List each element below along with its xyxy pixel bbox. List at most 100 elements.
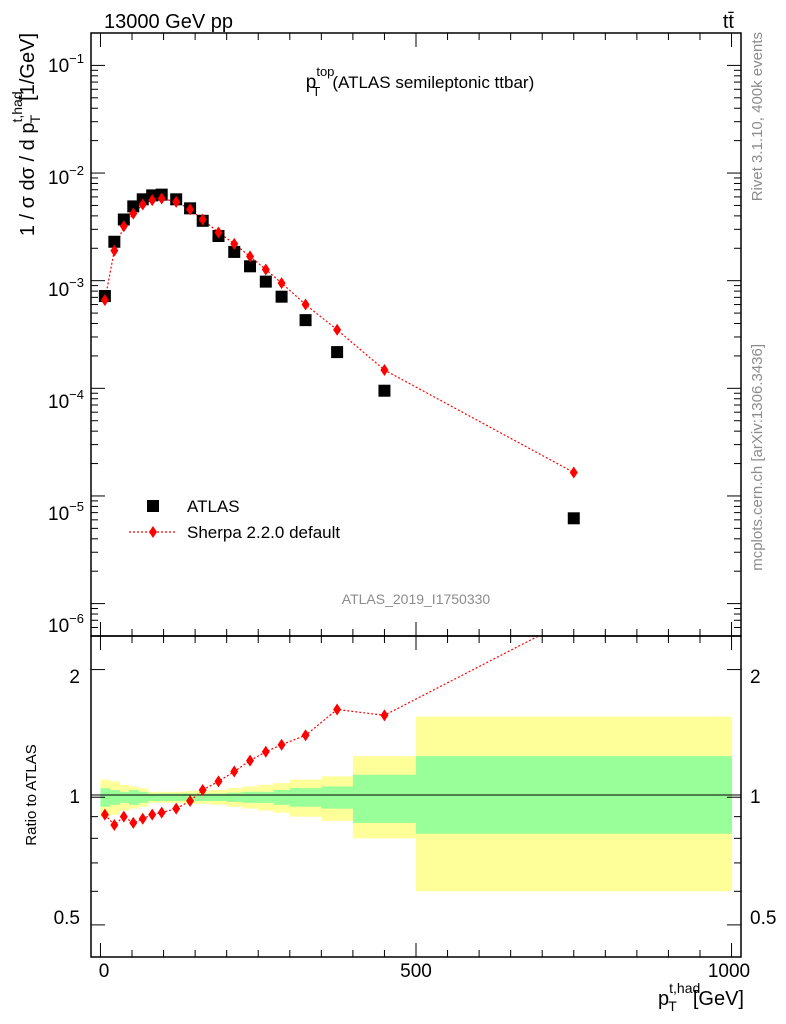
atlas-point <box>259 275 272 288</box>
ratio-sherpa-point <box>277 738 286 751</box>
ratio-grid-ticks <box>91 636 741 957</box>
legend-sherpa-label: Sherpa 2.2.0 default <box>187 523 340 542</box>
sherpa-point <box>246 250 255 263</box>
ratio-y-tick-05-left: 0.5 <box>54 908 80 929</box>
ratio-y-tick-1-right: 1 <box>750 787 761 808</box>
ratio-y-tick-05-right: 0.5 <box>750 908 776 929</box>
y-tick-label-1e-3: 10−3 <box>48 275 84 301</box>
stat-uncertainty-bin <box>100 788 111 807</box>
ratio-sherpa-point <box>119 810 128 823</box>
y-tick-label-1e-2: 10−2 <box>48 163 84 189</box>
header-left: 13000 GeV pp <box>104 11 233 33</box>
stat-uncertainty-bin <box>138 791 149 803</box>
ratio-sherpa-point <box>246 754 255 767</box>
sherpa-point <box>172 195 181 208</box>
sherpa-markers <box>100 192 578 479</box>
ratio-sherpa-point <box>110 819 119 832</box>
ratio-sherpa-point <box>261 745 270 758</box>
sherpa-point <box>380 363 389 376</box>
stat-uncertainty-bin <box>157 793 168 801</box>
ratio-y-tick-2-left: 2 <box>69 667 80 688</box>
atlas-point <box>299 314 312 327</box>
sherpa-curve <box>104 197 575 474</box>
atlas-point <box>228 245 241 258</box>
ratio-sherpa-point <box>157 806 166 819</box>
stat-uncertainty-bin <box>321 786 354 809</box>
atlas-point <box>108 235 121 248</box>
sherpa-point <box>148 194 157 207</box>
ratio-sherpa-point <box>129 816 138 829</box>
sherpa-point <box>100 294 109 307</box>
atlas-point <box>117 213 130 226</box>
ratio-panel: Ratio to ATLAS 2 1 0.5 2 1 0.5 0 500 100… <box>23 635 776 1014</box>
sherpa-point <box>198 213 207 226</box>
sherpa-line <box>104 197 575 474</box>
sherpa-point <box>333 323 342 336</box>
stat-uncertainty-bin <box>210 793 228 801</box>
x-axis-label: pt,had T [GeV] <box>658 980 744 1014</box>
ratio-y-label: Ratio to ATLAS <box>23 744 40 845</box>
atlas-point <box>331 346 344 359</box>
atlas-point <box>567 512 580 525</box>
plot-title: ptop T (ATLAS semileptonic ttbar) <box>306 64 534 99</box>
y-tick-label-1e-6: 10−6 <box>48 611 84 637</box>
ratio-frame <box>90 635 742 958</box>
x-tick-label-1000: 1000 <box>708 961 750 982</box>
ratio-y-tick-2-right: 2 <box>750 667 761 688</box>
sherpa-point <box>186 203 195 216</box>
stat-uncertainty-bin <box>195 793 212 801</box>
main-frame <box>90 32 742 637</box>
ratio-sherpa-point <box>301 729 310 742</box>
y-axis-label: 1 / σ dσ / d pt,had T[1/GeV] <box>9 33 43 236</box>
legend: ATLAS Sherpa 2.2.0 default <box>129 497 340 542</box>
sherpa-point <box>129 207 138 220</box>
ratio-sherpa-point <box>148 808 157 821</box>
stat-uncertainty-bin <box>147 793 158 801</box>
stat-uncertainty-bin <box>109 790 120 805</box>
ratio-sherpa-point <box>380 709 389 722</box>
stat-uncertainty-bin <box>258 791 275 803</box>
watermark: ATLAS_2019_I1750330 <box>342 591 491 607</box>
ratio-sherpa-point <box>214 775 223 788</box>
ratio-sherpa-point <box>333 703 342 716</box>
atlas-point <box>244 260 257 273</box>
sherpa-point <box>301 298 310 311</box>
sherpa-point <box>230 237 239 250</box>
x-tick-label-500: 500 <box>400 961 432 982</box>
legend-atlas-label: ATLAS <box>187 497 240 516</box>
sherpa-point <box>110 244 119 257</box>
stat-uncertainty-bin <box>226 792 243 802</box>
y-tick-label-1e-4: 10−4 <box>48 387 84 413</box>
stat-uncertainty-bin <box>352 774 417 823</box>
ratio-sherpa-point <box>138 812 147 825</box>
atlas-point <box>378 384 391 397</box>
ratio-sherpa-point <box>198 784 207 797</box>
mcplots-label: mcplots.cern.ch [arXiv:1306.3436] <box>749 344 766 571</box>
ratio-y-tick-1-left: 1 <box>69 787 80 808</box>
ratio-sherpa-point <box>186 794 195 807</box>
sherpa-point <box>277 277 286 290</box>
legend-atlas-marker <box>147 500 159 512</box>
sherpa-point <box>214 226 223 239</box>
ratio-sherpa-point <box>172 802 181 815</box>
stat-uncertainty-bin <box>242 791 259 803</box>
sherpa-point <box>569 466 578 479</box>
stat-uncertainty-bin <box>289 788 322 807</box>
ratio-sherpa-point <box>100 808 109 821</box>
stat-uncertainty-bin <box>128 790 139 805</box>
stat-uncertainty-bin <box>166 793 187 801</box>
y-tick-label-1e-1: 10−1 <box>48 51 84 77</box>
sherpa-point <box>138 198 147 211</box>
x-tick-label-0: 0 <box>99 961 110 982</box>
ratio-sherpa-point <box>230 765 239 778</box>
y-tick-label-1e-5: 10−5 <box>48 499 84 525</box>
sherpa-point <box>157 192 166 205</box>
legend-sherpa-marker <box>149 526 157 538</box>
header-right: tt̄ <box>723 11 735 33</box>
ratio-sherpa-markers <box>100 703 389 832</box>
atlas-markers <box>98 188 580 525</box>
sherpa-point <box>119 220 128 233</box>
atlas-point <box>127 200 140 213</box>
atlas-point <box>275 290 288 303</box>
